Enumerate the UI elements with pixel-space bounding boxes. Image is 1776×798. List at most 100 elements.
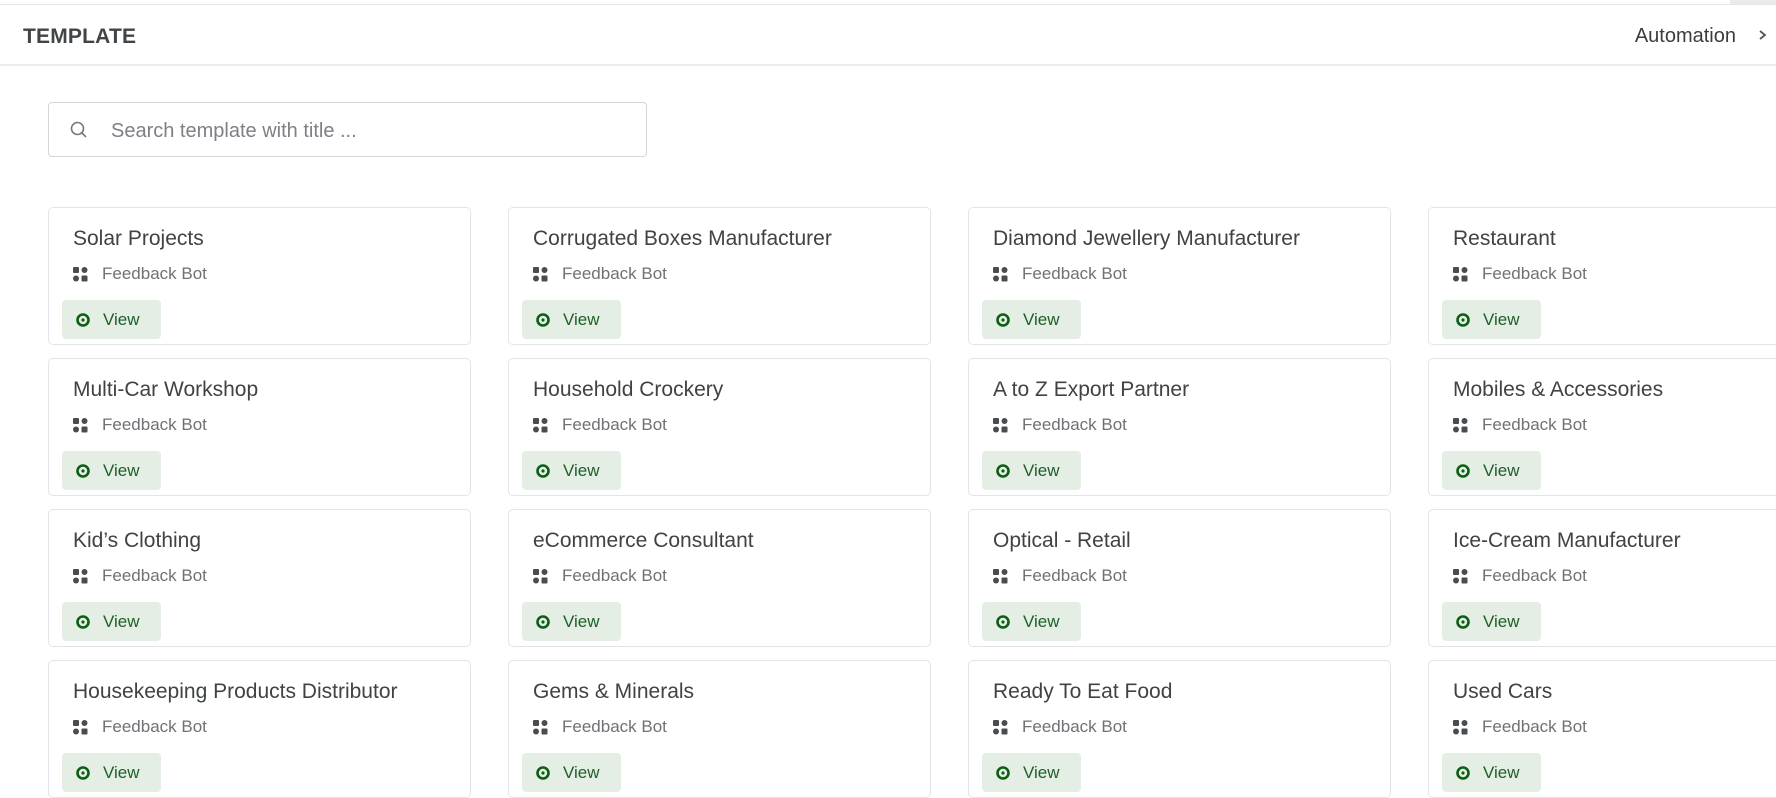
- chevron-right-icon[interactable]: [1756, 25, 1770, 45]
- eye-icon: [76, 312, 90, 327]
- view-button[interactable]: View: [62, 300, 161, 339]
- top-strip: [0, 0, 1776, 5]
- template-type: Feedback Bot: [993, 264, 1127, 284]
- view-button-label: View: [563, 460, 600, 480]
- template-type-label: Feedback Bot: [102, 566, 207, 585]
- view-button-label: View: [1483, 762, 1520, 782]
- template-type-label: Feedback Bot: [102, 717, 207, 736]
- apps-icon: [993, 719, 1008, 734]
- template-card: Gems & Minerals Feedback Bot View: [508, 660, 931, 798]
- view-button[interactable]: View: [1442, 300, 1541, 339]
- apps-icon: [73, 266, 88, 281]
- apps-icon: [1453, 266, 1468, 281]
- view-button-label: View: [1483, 611, 1520, 631]
- template-type: Feedback Bot: [73, 415, 207, 435]
- template-type-label: Feedback Bot: [1482, 566, 1587, 585]
- page-title: TEMPLATE: [23, 25, 137, 48]
- template-title: Solar Projects: [73, 227, 204, 250]
- eye-icon: [1456, 765, 1470, 780]
- eye-icon: [1456, 463, 1470, 478]
- template-card: Household Crockery Feedback Bot View: [508, 358, 931, 496]
- view-button[interactable]: View: [62, 753, 161, 792]
- template-type: Feedback Bot: [73, 264, 207, 284]
- view-button-label: View: [1483, 460, 1520, 480]
- view-button-label: View: [103, 762, 140, 782]
- view-button[interactable]: View: [62, 451, 161, 490]
- template-title: Kid’s Clothing: [73, 529, 202, 552]
- template-card: Optical - Retail Feedback Bot View: [968, 509, 1391, 647]
- template-type: Feedback Bot: [993, 717, 1127, 737]
- template-type-label: Feedback Bot: [1022, 264, 1127, 283]
- template-type-label: Feedback Bot: [102, 264, 207, 283]
- view-button-label: View: [1023, 611, 1060, 631]
- template-type-label: Feedback Bot: [102, 415, 207, 434]
- template-title: Diamond Jewellery Manufacturer: [993, 227, 1300, 250]
- view-button-label: View: [103, 309, 140, 329]
- template-title: Gems & Minerals: [533, 680, 695, 703]
- view-button-label: View: [1483, 309, 1520, 329]
- view-button[interactable]: View: [522, 300, 621, 339]
- view-button[interactable]: View: [522, 451, 621, 490]
- view-button-label: View: [1023, 309, 1060, 329]
- template-type-label: Feedback Bot: [1482, 717, 1587, 736]
- template-type: Feedback Bot: [533, 415, 667, 435]
- template-grid: Solar Projects Feedback Bot View Corruga…: [48, 207, 1776, 798]
- template-type-label: Feedback Bot: [1482, 415, 1587, 434]
- template-type: Feedback Bot: [533, 717, 667, 737]
- eye-icon: [536, 765, 550, 780]
- view-button[interactable]: View: [982, 451, 1081, 490]
- view-button[interactable]: View: [1442, 451, 1541, 490]
- template-type: Feedback Bot: [1453, 717, 1587, 737]
- apps-icon: [73, 719, 88, 734]
- template-title: Mobiles & Accessories: [1453, 378, 1664, 401]
- view-button-label: View: [103, 611, 140, 631]
- eye-icon: [536, 312, 550, 327]
- view-button-label: View: [563, 611, 600, 631]
- template-card: Ready To Eat Food Feedback Bot View: [968, 660, 1391, 798]
- template-title: Corrugated Boxes Manufacturer: [533, 227, 832, 250]
- apps-icon: [533, 719, 548, 734]
- eye-icon: [996, 463, 1010, 478]
- view-button[interactable]: View: [982, 300, 1081, 339]
- template-card: Restaurant Feedback Bot View: [1428, 207, 1776, 345]
- template-card: eCommerce Consultant Feedback Bot View: [508, 509, 931, 647]
- eye-icon: [76, 463, 90, 478]
- template-card: Ice-Cream Manufacturer Feedback Bot View: [1428, 509, 1776, 647]
- search-icon: [70, 121, 87, 138]
- template-title: Optical - Retail: [993, 529, 1131, 552]
- view-button[interactable]: View: [62, 602, 161, 641]
- template-type: Feedback Bot: [993, 566, 1127, 586]
- apps-icon: [533, 568, 548, 583]
- breadcrumb-automation[interactable]: Automation: [1634, 25, 1736, 47]
- eye-icon: [76, 614, 90, 629]
- apps-icon: [993, 266, 1008, 281]
- search-box[interactable]: [48, 102, 647, 157]
- template-title: eCommerce Consultant: [533, 529, 754, 552]
- eye-icon: [536, 614, 550, 629]
- template-type: Feedback Bot: [1453, 415, 1587, 435]
- template-card: A to Z Export Partner Feedback Bot View: [968, 358, 1391, 496]
- template-card: Diamond Jewellery Manufacturer Feedback …: [968, 207, 1391, 345]
- template-title: Used Cars: [1453, 680, 1553, 703]
- view-button[interactable]: View: [982, 602, 1081, 641]
- template-type: Feedback Bot: [533, 264, 667, 284]
- template-card: Housekeeping Products Distributor Feedba…: [48, 660, 471, 798]
- view-button-label: View: [1023, 762, 1060, 782]
- template-title: Ready To Eat Food: [993, 680, 1173, 703]
- eye-icon: [536, 463, 550, 478]
- template-type: Feedback Bot: [993, 415, 1127, 435]
- page-header: TEMPLATE Automation: [0, 5, 1776, 66]
- template-type-label: Feedback Bot: [1022, 717, 1127, 736]
- eye-icon: [996, 312, 1010, 327]
- view-button[interactable]: View: [1442, 753, 1541, 792]
- view-button[interactable]: View: [522, 602, 621, 641]
- search-input[interactable]: [109, 111, 633, 151]
- view-button-label: View: [103, 460, 140, 480]
- template-title: A to Z Export Partner: [993, 378, 1190, 401]
- view-button[interactable]: View: [1442, 602, 1541, 641]
- view-button[interactable]: View: [982, 753, 1081, 792]
- template-type: Feedback Bot: [73, 717, 207, 737]
- view-button[interactable]: View: [522, 753, 621, 792]
- apps-icon: [1453, 568, 1468, 583]
- view-button-label: View: [563, 762, 600, 782]
